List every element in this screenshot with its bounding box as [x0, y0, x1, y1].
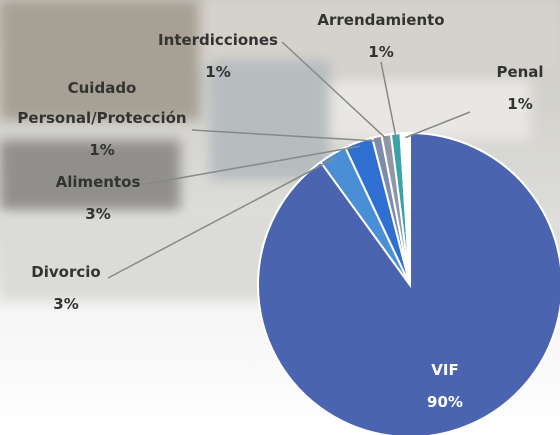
category-label: Interdicciones — [158, 25, 278, 55]
slice-label: VIF — [431, 355, 458, 385]
value-label: 3% — [85, 199, 110, 229]
value-label: 90% — [427, 387, 463, 417]
category-label: Alimentos — [56, 167, 141, 197]
chart-canvas — [0, 0, 560, 435]
chart: VIF90%Divorcio3%Alimentos3%Cuidado Perso… — [0, 0, 560, 435]
value-label: 1% — [205, 57, 230, 87]
value-label: 3% — [53, 289, 78, 319]
value-label: 1% — [368, 37, 393, 67]
value-label: 1% — [507, 89, 532, 119]
value-label: 1% — [89, 135, 114, 165]
category-label: Penal — [496, 57, 543, 87]
category-label: Cuidado Personal/Protección — [12, 73, 192, 133]
category-label: Arrendamiento — [317, 5, 444, 35]
category-label: Divorcio — [31, 257, 100, 287]
